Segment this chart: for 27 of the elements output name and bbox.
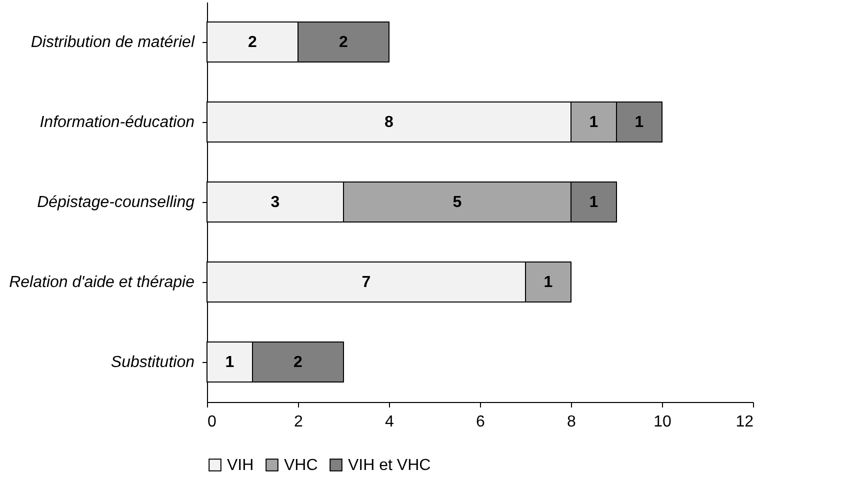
data-label: 2 — [339, 34, 348, 51]
x-tick-label: 8 — [567, 414, 576, 430]
data-label: 1 — [589, 194, 598, 211]
x-tick-label: 12 — [736, 414, 754, 430]
y-tick-label: Relation d'aide et thérapie — [9, 274, 195, 291]
x-tick-label: 0 — [208, 414, 216, 430]
legend-label: VIH — [227, 457, 254, 474]
data-label: 1 — [544, 274, 553, 291]
data-label: 1 — [634, 114, 644, 131]
data-label: 1 — [225, 354, 234, 371]
y-tick-label: Substitution — [110, 354, 195, 371]
data-label: 3 — [270, 194, 280, 211]
legend-label: VIH et VHC — [348, 457, 431, 474]
x-tick-label: 2 — [294, 414, 304, 430]
x-tick-label: 10 — [654, 414, 672, 430]
y-tick-label: Information-éducation — [40, 114, 195, 131]
data-label: 2 — [248, 34, 258, 51]
legend-label: VHC — [284, 457, 318, 474]
y-tick-label: Distribution de matériel — [30, 34, 195, 51]
y-tick-label: Dépistage-counselling — [37, 194, 195, 211]
x-tick-label: 6 — [476, 414, 486, 430]
x-tick-label: 4 — [385, 414, 394, 430]
data-label: 8 — [384, 114, 394, 131]
data-label: 2 — [294, 354, 303, 371]
data-label: 7 — [362, 274, 371, 291]
data-label: 1 — [589, 114, 598, 131]
data-label: 5 — [452, 194, 462, 211]
